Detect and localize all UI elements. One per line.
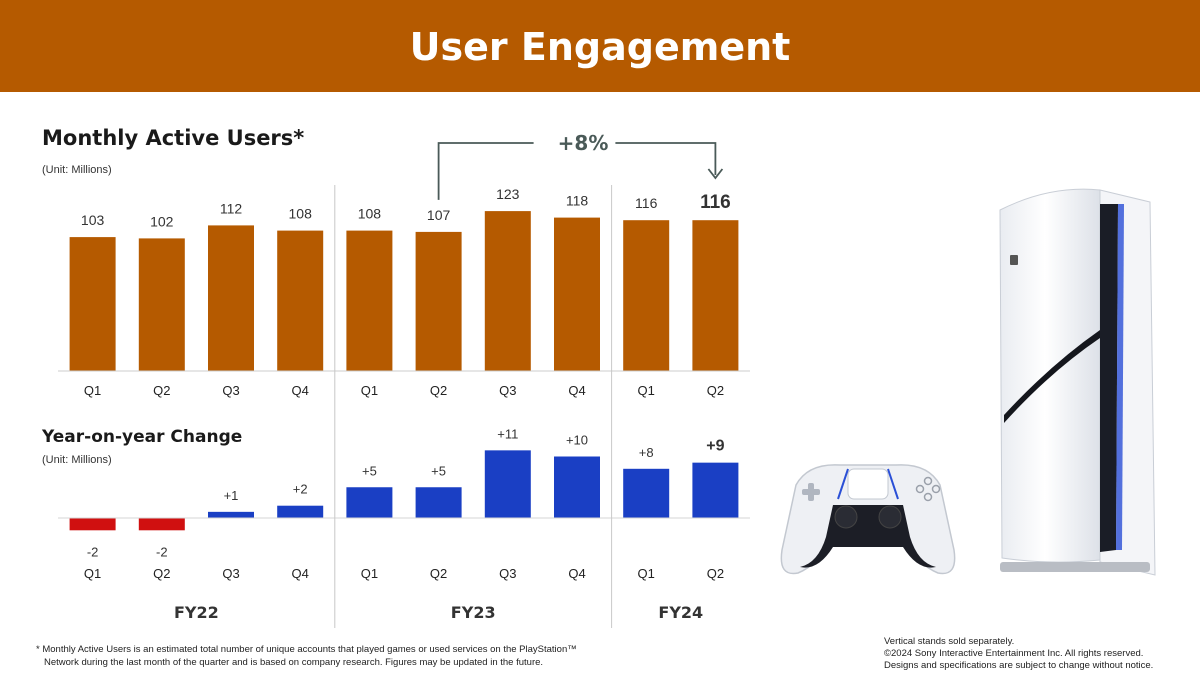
legal-notice: Vertical stands sold separately. ©2024 S… [884, 636, 1153, 672]
fiscal-year-label-1: FY22 [174, 603, 219, 622]
mau-value-label-7: 123 [496, 186, 520, 202]
yoy-bar-2 [138, 518, 185, 531]
legal-line-2: ©2024 Sony Interactive Entertainment Inc… [884, 648, 1144, 659]
mau-bar-3 [208, 225, 254, 371]
yoy-category-label-9: Q1 [638, 566, 655, 581]
mau-value-label-8: 118 [566, 193, 589, 209]
mau-value-label-6: 107 [427, 207, 451, 223]
mau-bar-5 [346, 230, 393, 371]
mau-value-label-10: 116 [700, 192, 731, 213]
mau-bar-2 [138, 238, 185, 371]
yoy-bar-5 [346, 487, 393, 518]
mau-bar-9 [623, 220, 670, 371]
yoy-bar-7 [484, 450, 531, 518]
yoy-bar-10 [692, 462, 739, 518]
dualsense-controller-image [780, 464, 956, 575]
yoy-category-label-2: Q2 [153, 566, 170, 581]
mau-category-label-5: Q1 [361, 383, 378, 398]
fiscal-year-label-2: FY23 [451, 603, 496, 622]
yoy-category-label-8: Q4 [568, 566, 585, 581]
yoy-bar-9 [623, 468, 670, 518]
fiscal-year-label-3: FY24 [658, 603, 703, 622]
yoy-unit-label: (Unit: Millions) [42, 454, 112, 466]
mau-category-label-9: Q1 [638, 383, 655, 398]
yoy-value-label-1: -2 [87, 544, 99, 559]
yoy-bar-1 [69, 518, 116, 531]
mau-bar-6 [415, 231, 462, 371]
growth-annotation-label: +8% [558, 131, 609, 155]
footnote-line-2: Network during the last month of the qua… [44, 657, 544, 668]
yoy-category-label-6: Q2 [430, 566, 447, 581]
mau-bar-4 [277, 230, 324, 371]
yoy-value-label-6: +5 [431, 463, 446, 478]
growth-arrow-right-segment [615, 142, 717, 175]
yoy-category-label-4: Q4 [292, 566, 309, 581]
mau-category-label-7: Q3 [499, 383, 516, 398]
page-title: User Engagement [409, 25, 791, 69]
yoy-value-label-9: +8 [639, 445, 654, 460]
mau-category-label-1: Q1 [84, 383, 101, 398]
legal-line-3: Designs and specifications are subject t… [884, 660, 1154, 671]
yoy-value-label-8: +10 [566, 433, 588, 448]
mau-value-label-9: 116 [635, 195, 658, 211]
yoy-category-label-5: Q1 [361, 566, 378, 581]
footnote: * Monthly Active Users is an estimated t… [36, 643, 577, 669]
mau-value-label-2: 102 [150, 213, 174, 229]
yoy-category-label-3: Q3 [222, 566, 239, 581]
mau-value-label-5: 108 [358, 206, 382, 222]
yoy-value-label-2: -2 [156, 544, 168, 559]
mau-value-label-1: 103 [81, 212, 105, 228]
mau-bar-8 [554, 217, 600, 371]
yoy-bar-6 [415, 487, 462, 518]
yoy-bar-8 [554, 456, 600, 518]
yoy-value-label-7: +11 [497, 426, 518, 441]
yoy-value-label-5: +5 [362, 463, 377, 478]
mau-category-label-10: Q2 [707, 383, 724, 398]
footnote-line-1: * Monthly Active Users is an estimated t… [36, 644, 577, 655]
mau-unit-label: (Unit: Millions) [42, 164, 112, 176]
ps5-console-image [999, 188, 1156, 576]
growth-arrow-left-segment [437, 142, 534, 200]
mau-bar-1 [69, 237, 116, 371]
yoy-value-label-10: +9 [706, 438, 724, 455]
yoy-value-label-3: +1 [224, 488, 239, 503]
mau-bar-10 [692, 220, 739, 371]
mau-bar-7 [484, 211, 531, 371]
mau-chart-title: Monthly Active Users* [42, 126, 305, 150]
mau-category-label-8: Q4 [568, 383, 585, 398]
legal-line-1: Vertical stands sold separately. [884, 636, 1015, 647]
yoy-category-label-7: Q3 [499, 566, 516, 581]
mau-value-label-4: 108 [289, 206, 313, 222]
growth-arrow-head [707, 168, 724, 180]
yoy-bar-4 [277, 505, 324, 518]
header-banner: User Engagement [0, 0, 1200, 92]
mau-value-label-3: 112 [220, 200, 243, 216]
yoy-chart-title: Year-on-year Change [42, 427, 243, 447]
yoy-bar-3 [208, 511, 254, 518]
yoy-category-label-10: Q2 [707, 566, 724, 581]
mau-category-label-6: Q2 [430, 383, 447, 398]
yoy-value-label-4: +2 [293, 482, 308, 497]
yoy-category-label-1: Q1 [84, 566, 101, 581]
mau-category-label-4: Q4 [292, 383, 309, 398]
mau-category-label-3: Q3 [222, 383, 239, 398]
mau-category-label-2: Q2 [153, 383, 170, 398]
